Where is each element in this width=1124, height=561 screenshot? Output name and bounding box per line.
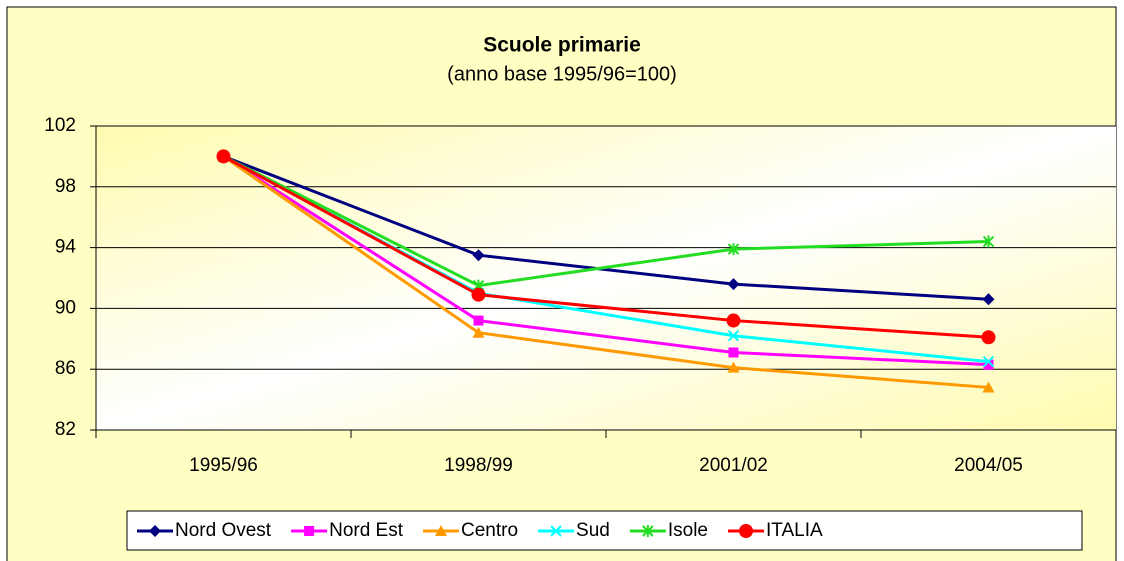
- marker: [550, 525, 562, 537]
- series-line: [222, 155, 989, 367]
- marker: [471, 287, 486, 302]
- marker: [472, 249, 485, 262]
- x-tick-label: 1998/99: [444, 455, 513, 476]
- marker: [472, 326, 485, 338]
- legend-label: ITALIA: [766, 520, 823, 541]
- y-tick-label: 90: [55, 297, 76, 318]
- marker: [981, 330, 996, 345]
- marker: [473, 315, 484, 326]
- plot: 82 86 90 94 98 102 1995/96 1998/99 2001/02 2004/0…: [44, 115, 1117, 476]
- legend-label: Nord Est: [329, 520, 404, 541]
- legend-label: Isole: [668, 520, 708, 541]
- legend-label: Nord Ovest: [175, 520, 272, 541]
- marker: [642, 525, 654, 537]
- y-tick-label: 102: [44, 115, 76, 136]
- y-tick-label: 98: [55, 176, 76, 197]
- marker: [435, 525, 448, 536]
- y-tick-label: 82: [55, 419, 76, 440]
- marker: [726, 313, 741, 328]
- marker: [727, 243, 740, 256]
- y-tick-label: 94: [55, 237, 77, 258]
- legend-box: [126, 510, 1083, 551]
- marker: [727, 278, 740, 291]
- x-tick-label: 1995/96: [189, 455, 258, 476]
- marker: [727, 330, 740, 342]
- marker: [982, 235, 995, 248]
- legend-label: Centro: [461, 520, 518, 541]
- series-line: [222, 155, 989, 288]
- legend-label: Sud: [576, 520, 610, 541]
- marker: [983, 359, 994, 370]
- marker: [727, 361, 740, 373]
- marker: [739, 524, 753, 538]
- x-tick-label: 2004/05: [954, 455, 1023, 476]
- marker: [149, 525, 161, 537]
- legend: Nord Ovest Nord Est Centro Sud Isole ITALIA: [137, 520, 823, 541]
- marker: [982, 293, 995, 306]
- series-line: [222, 155, 989, 339]
- x-tick-label: 2001/02: [699, 455, 768, 476]
- marker: [216, 149, 231, 164]
- marker: [728, 347, 739, 358]
- y-tick-label: 86: [55, 358, 76, 379]
- series-line: [222, 155, 989, 389]
- marker: [982, 381, 995, 393]
- chart-title: Scuole primarie: [483, 34, 641, 57]
- chart-subtitle: (anno base 1995/96=100): [447, 63, 677, 85]
- marker: [982, 355, 995, 368]
- marker: [304, 526, 315, 536]
- series-line: [222, 155, 989, 301]
